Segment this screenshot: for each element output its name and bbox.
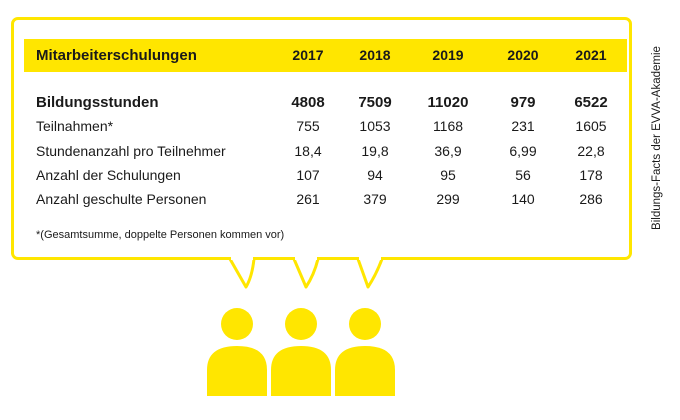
table-cell: 19,8 (361, 143, 389, 159)
person-icon (269, 306, 333, 401)
table-cell: 94 (367, 167, 383, 183)
person-icon (333, 306, 397, 401)
table-cell: 1053 (359, 118, 391, 134)
table-cell: 95 (440, 167, 456, 183)
year-header-2018: 2018 (359, 47, 391, 63)
table-cell: 261 (296, 191, 320, 207)
year-header-2021: 2021 (575, 47, 607, 63)
speech-bubble-tail-middle (292, 257, 322, 291)
table-cell: 7509 (358, 94, 392, 111)
table-cell: 299 (436, 191, 460, 207)
table-cell: 22,8 (577, 143, 605, 159)
table-footnote: *(Gesamtsumme, doppelte Personen kommen … (36, 229, 285, 241)
row-label: Teilnahmen* (36, 118, 114, 134)
table-cell: 1605 (575, 118, 607, 134)
table-cell: 4808 (291, 94, 325, 111)
table-cell: 36,9 (434, 143, 462, 159)
table-cell: 178 (579, 167, 603, 183)
speech-bubble-tail-left (228, 257, 258, 291)
table-cell: 18,4 (294, 143, 322, 159)
table-cell: 56 (515, 167, 531, 183)
year-header-2019: 2019 (432, 47, 464, 63)
speech-bubble-tail-right (356, 257, 386, 291)
table-title: Mitarbeiterschulungen (36, 47, 197, 64)
table-cell: 755 (296, 118, 320, 134)
table-cell: 231 (511, 118, 535, 134)
year-header-2020: 2020 (507, 47, 539, 63)
table-cell: 379 (363, 191, 387, 207)
table-cell: 6522 (574, 94, 608, 111)
table-cell: 140 (511, 191, 535, 207)
table-cell: 6,99 (509, 143, 537, 159)
table-cell: 11020 (427, 94, 469, 111)
row-label: Anzahl geschulte Personen (36, 191, 207, 207)
row-label: Stundenanzahl pro Teilnehmer (36, 143, 226, 159)
table-cell: 979 (510, 94, 536, 111)
person-icon (205, 306, 269, 401)
table-cell: 1168 (432, 118, 464, 134)
row-label: Anzahl der Schulungen (36, 167, 181, 183)
table-cell: 107 (296, 167, 320, 183)
table-header-bar (24, 39, 627, 72)
row-label: Bildungsstunden (36, 94, 159, 111)
side-caption: Bildungs-Facts der EVVA-Akademie (651, 46, 663, 230)
table-cell: 286 (579, 191, 603, 207)
year-header-2017: 2017 (292, 47, 324, 63)
